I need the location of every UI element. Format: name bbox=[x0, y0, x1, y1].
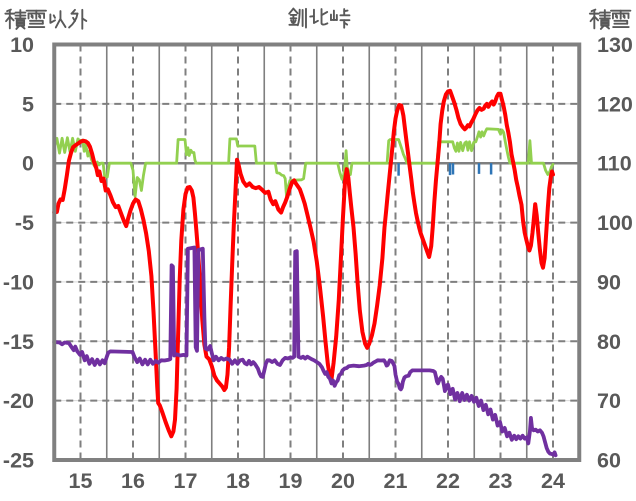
svg-text:18: 18 bbox=[226, 469, 250, 493]
svg-text:10: 10 bbox=[10, 33, 34, 57]
svg-text:15: 15 bbox=[69, 469, 93, 493]
svg-text:-10: -10 bbox=[3, 270, 34, 294]
svg-text:21: 21 bbox=[384, 469, 408, 493]
svg-text:130: 130 bbox=[597, 33, 633, 57]
svg-text:-15: -15 bbox=[3, 330, 34, 354]
svg-text:24: 24 bbox=[541, 469, 565, 493]
svg-text:60: 60 bbox=[597, 449, 621, 473]
svg-text:100: 100 bbox=[597, 211, 633, 235]
svg-text:120: 120 bbox=[597, 92, 633, 116]
svg-text:17: 17 bbox=[174, 469, 198, 493]
svg-text:5: 5 bbox=[22, 92, 34, 116]
svg-text:80: 80 bbox=[597, 330, 621, 354]
svg-text:-5: -5 bbox=[15, 211, 34, 235]
svg-text:-20: -20 bbox=[3, 389, 34, 413]
svg-text:110: 110 bbox=[597, 152, 632, 176]
svg-text:20: 20 bbox=[331, 469, 355, 493]
svg-text:22: 22 bbox=[436, 469, 460, 493]
svg-text:19: 19 bbox=[279, 469, 303, 493]
svg-text:16: 16 bbox=[121, 469, 145, 493]
svg-text:70: 70 bbox=[597, 389, 621, 413]
svg-text:0: 0 bbox=[22, 152, 34, 176]
svg-text:90: 90 bbox=[597, 270, 621, 294]
svg-text:-25: -25 bbox=[3, 449, 34, 473]
svg-text:23: 23 bbox=[489, 469, 513, 493]
